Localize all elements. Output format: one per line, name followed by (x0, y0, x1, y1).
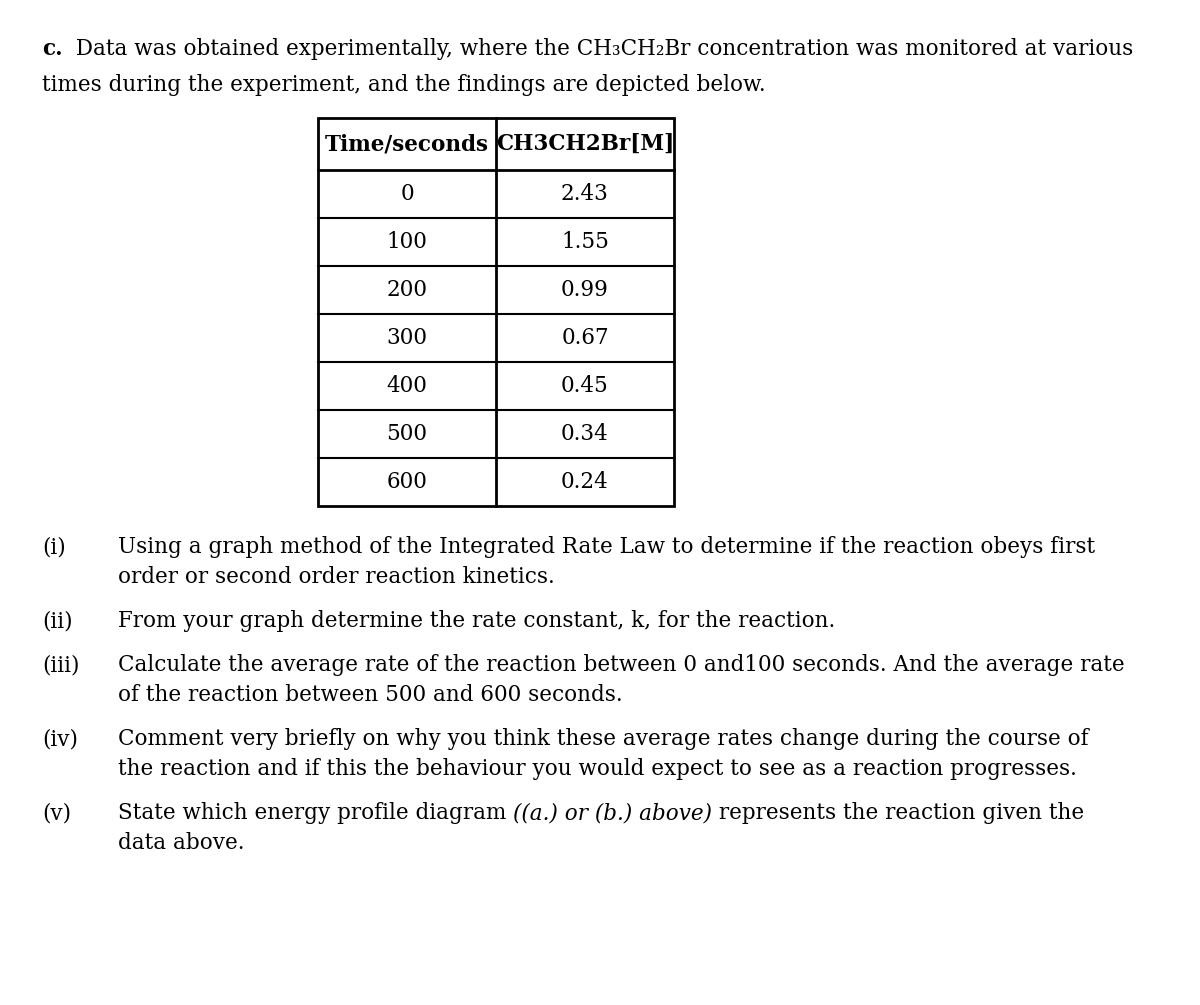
Text: (ii): (ii) (42, 610, 73, 632)
Text: 0: 0 (400, 183, 414, 205)
Text: 300: 300 (386, 327, 427, 349)
Text: From your graph determine the rate constant, k, for the reaction.: From your graph determine the rate const… (118, 610, 835, 632)
Text: (i): (i) (42, 536, 66, 558)
Text: Using a graph method of the Integrated Rate Law to determine if the reaction obe: Using a graph method of the Integrated R… (118, 536, 1096, 558)
Text: 0.99: 0.99 (562, 279, 608, 302)
Text: Comment very briefly on why you think these average rates change during the cour: Comment very briefly on why you think th… (118, 728, 1088, 750)
Text: Calculate the average rate of the reaction between 0 and100 seconds. And the ave: Calculate the average rate of the reacti… (118, 654, 1124, 676)
Text: (iii): (iii) (42, 654, 79, 676)
Text: ((a.) or (b.) above): ((a.) or (b.) above) (514, 802, 713, 824)
Text: (v): (v) (42, 802, 71, 824)
Text: 600: 600 (386, 471, 427, 493)
Text: 0.24: 0.24 (562, 471, 608, 493)
Text: data above.: data above. (118, 832, 245, 854)
Text: 1.55: 1.55 (562, 231, 608, 253)
Text: 500: 500 (386, 423, 427, 445)
Text: 100: 100 (386, 231, 427, 253)
Text: of the reaction between 500 and 600 seconds.: of the reaction between 500 and 600 seco… (118, 684, 623, 706)
Text: 0.45: 0.45 (562, 375, 608, 397)
Text: 0.67: 0.67 (562, 327, 608, 349)
Text: 200: 200 (386, 279, 427, 302)
Text: the reaction and if this the behaviour you would expect to see as a reaction pro: the reaction and if this the behaviour y… (118, 758, 1076, 780)
Text: Data was obtained experimentally, where the CH₃CH₂Br concentration was monitored: Data was obtained experimentally, where … (70, 38, 1133, 60)
Text: 2.43: 2.43 (562, 183, 608, 205)
Text: State which energy profile diagram: State which energy profile diagram (118, 802, 514, 824)
Text: 0.34: 0.34 (562, 423, 608, 445)
Text: represents the reaction given the: represents the reaction given the (713, 802, 1085, 824)
Text: CH3CH2Br[M]: CH3CH2Br[M] (496, 133, 674, 155)
Text: Time/seconds: Time/seconds (325, 133, 490, 155)
Text: 400: 400 (386, 375, 427, 397)
Text: order or second order reaction kinetics.: order or second order reaction kinetics. (118, 566, 554, 588)
Text: times during the experiment, and the findings are depicted below.: times during the experiment, and the fin… (42, 74, 766, 96)
Text: (iv): (iv) (42, 728, 78, 750)
Bar (318, 118, 674, 506)
Text: c.: c. (42, 38, 62, 60)
